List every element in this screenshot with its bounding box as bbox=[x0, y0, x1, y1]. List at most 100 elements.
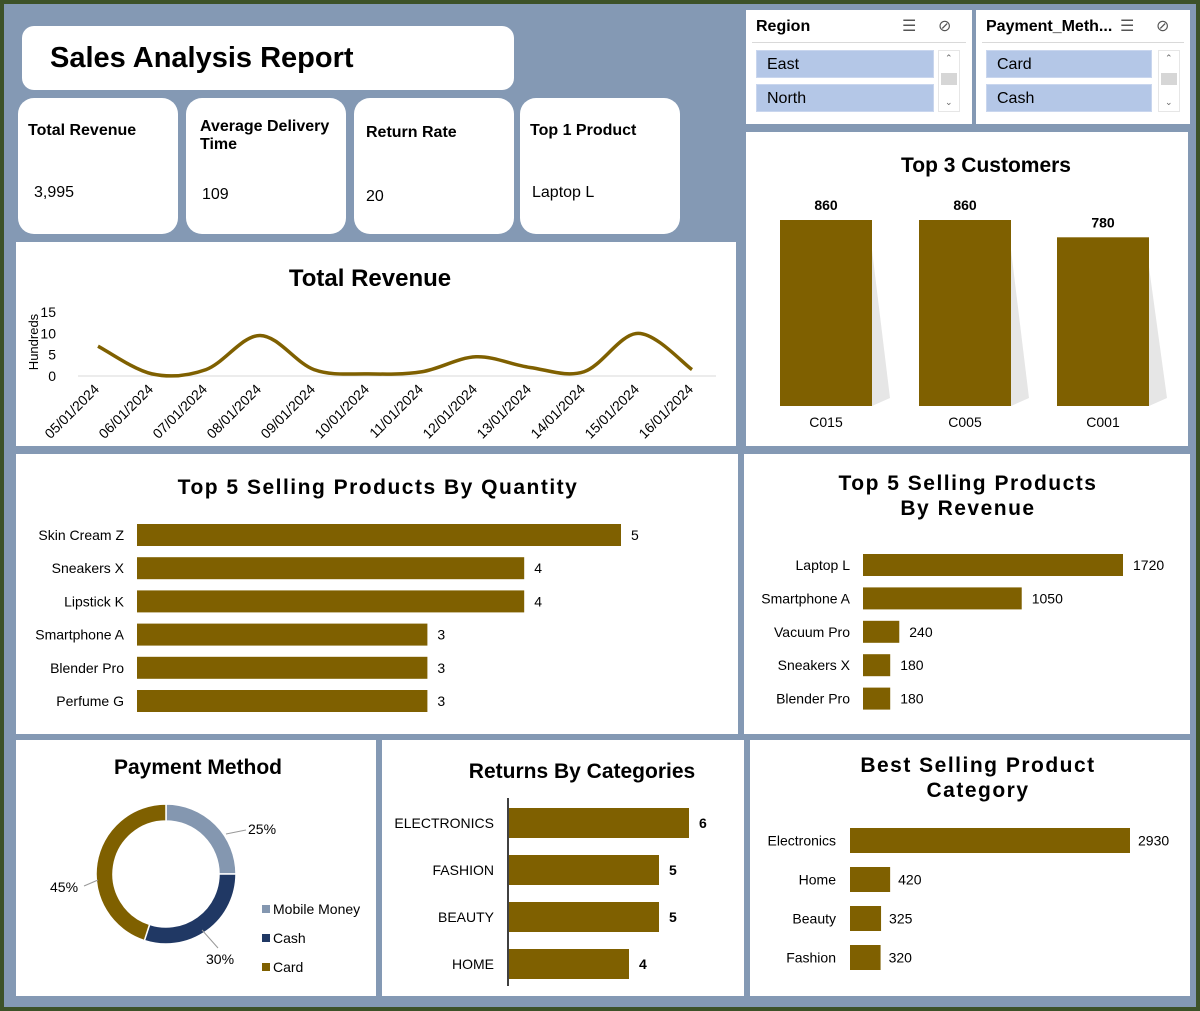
slicer-item-card[interactable]: Card bbox=[986, 50, 1152, 78]
bar bbox=[850, 828, 1130, 853]
data-label: 3 bbox=[437, 627, 445, 643]
data-label: 240 bbox=[909, 624, 933, 640]
slicer-header: Region bbox=[756, 18, 811, 35]
slicer-scrollbar[interactable]: ⌃ ⌄ bbox=[938, 50, 960, 112]
category-label: Blender Pro bbox=[50, 660, 124, 676]
data-label: 1050 bbox=[1032, 590, 1063, 606]
data-label: 30% bbox=[206, 951, 234, 967]
category-label: Laptop L bbox=[796, 557, 851, 573]
slicer-item-north[interactable]: North bbox=[756, 84, 934, 112]
data-label: 5 bbox=[669, 862, 677, 878]
kpi-value: 20 bbox=[366, 188, 384, 205]
payment-method-chart-panel: Payment Method 25% 30% 45% Mobile Money Cash C… bbox=[16, 740, 376, 996]
kpi-label: Average Delivery Time bbox=[200, 118, 330, 153]
data-label: 860 bbox=[953, 197, 977, 213]
x-tick-label: 08/01/2024 bbox=[203, 381, 264, 442]
clear-filter-icon[interactable]: ⊘ bbox=[938, 18, 952, 35]
total-revenue-chart-panel: Total Revenue 0 5 10 15 Hundreds 05/01/2024 06/… bbox=[16, 242, 736, 446]
scroll-thumb[interactable] bbox=[1161, 73, 1177, 85]
bar-shadow bbox=[1149, 267, 1167, 406]
category-label: Sneakers X bbox=[52, 560, 125, 576]
kpi-card-average-delivery-time: Average Delivery Time 109 bbox=[186, 98, 346, 234]
bar bbox=[137, 590, 525, 613]
chart-title: Top 5 Selling Products By Quantity bbox=[178, 476, 579, 499]
bar-shadow bbox=[1011, 250, 1029, 406]
slicer-item-east[interactable]: East bbox=[756, 50, 934, 78]
chart-title: Top 5 Selling Products By Revenue bbox=[839, 472, 1098, 520]
y-axis-label: Hundreds bbox=[26, 313, 41, 370]
data-label: 420 bbox=[898, 872, 922, 888]
multi-select-icon[interactable]: ☰ bbox=[902, 18, 917, 35]
kpi-card-top-product: Top 1 Product Laptop L bbox=[520, 98, 680, 234]
bar bbox=[863, 687, 891, 710]
category-label: Sneakers X bbox=[778, 657, 851, 673]
returns-by-categories-chart-panel: Returns By Categories ELECTRONICS 6 FASHION… bbox=[382, 740, 744, 996]
category-label: Perfume G bbox=[56, 693, 124, 709]
x-tick-label: 14/01/2024 bbox=[527, 381, 588, 442]
top-5-quantity-chart-panel: Top 5 Selling Products By Quantity Skin C… bbox=[16, 454, 738, 734]
x-tick-label: 06/01/2024 bbox=[95, 381, 156, 442]
category-label: Home bbox=[799, 872, 837, 888]
region-slicer: Region ☰ ⊘ East North ⌃ ⌄ bbox=[746, 10, 972, 124]
scroll-down-icon[interactable]: ⌄ bbox=[945, 97, 953, 107]
leader-line bbox=[83, 879, 99, 887]
top-5-revenue-bar-chart: Top 5 Selling Products By Revenue Laptop L… bbox=[761, 472, 1164, 710]
bar bbox=[137, 557, 525, 580]
category-label: Lipstick K bbox=[64, 593, 125, 609]
kpi-value: Laptop L bbox=[532, 184, 595, 201]
y-tick-label: 15 bbox=[40, 304, 56, 320]
chart-title: Total Revenue bbox=[289, 265, 451, 292]
category-label: Electronics bbox=[768, 833, 836, 849]
best-selling-category-chart-panel: Best Selling Product Category Electronics 2… bbox=[750, 740, 1190, 996]
x-tick-label: 09/01/2024 bbox=[257, 381, 318, 442]
kpi-label: Top 1 Product bbox=[530, 122, 637, 139]
total-revenue-line-chart: Total Revenue 0 5 10 15Hundreds05/01/202406/… bbox=[26, 265, 716, 442]
kpi-label: Total Revenue bbox=[28, 122, 137, 139]
revenue-line bbox=[97, 331, 694, 378]
dashboard: Sales Analysis Report Total Revenue 3,99… bbox=[4, 4, 1196, 1007]
bar-shadow bbox=[872, 250, 890, 406]
data-label: 3 bbox=[437, 660, 445, 676]
slicer-item-cash[interactable]: Cash bbox=[986, 84, 1152, 112]
x-tick-label: 11/01/2024 bbox=[366, 381, 426, 441]
chart-title: Payment Method bbox=[114, 756, 282, 779]
scroll-up-icon[interactable]: ⌃ bbox=[1165, 53, 1173, 63]
best-selling-category-bar-chart: Best Selling Product Category Electronics 2… bbox=[768, 754, 1169, 970]
bar bbox=[1057, 237, 1149, 406]
bar bbox=[137, 656, 428, 679]
scroll-up-icon[interactable]: ⌃ bbox=[945, 53, 953, 63]
chart-title: Returns By Categories bbox=[469, 760, 695, 783]
bar bbox=[509, 855, 659, 885]
x-tick-label: 15/01/2024 bbox=[581, 381, 642, 442]
y-tick-label: 0 bbox=[48, 368, 56, 384]
category-label: Smartphone A bbox=[35, 627, 124, 643]
x-tick-label: 05/01/2024 bbox=[41, 381, 102, 442]
data-label: 3 bbox=[437, 693, 445, 709]
slicer-scrollbar[interactable]: ⌃ ⌄ bbox=[1158, 50, 1180, 112]
category-label: C005 bbox=[948, 414, 982, 430]
data-label: 5 bbox=[631, 527, 639, 543]
clear-filter-icon[interactable]: ⊘ bbox=[1156, 18, 1170, 35]
kpi-label: Return Rate bbox=[366, 124, 457, 141]
x-tick-label: 10/01/2024 bbox=[311, 381, 372, 442]
bar bbox=[863, 587, 1022, 610]
top-5-revenue-chart-panel: Top 5 Selling Products By Revenue Laptop L… bbox=[744, 454, 1190, 734]
kpi-card-total-revenue: Total Revenue 3,995 bbox=[18, 98, 178, 234]
y-tick-label: 10 bbox=[40, 325, 56, 341]
data-label: 325 bbox=[889, 911, 913, 927]
multi-select-icon[interactable]: ☰ bbox=[1120, 18, 1135, 35]
category-label: C001 bbox=[1086, 414, 1120, 430]
y-tick-label: 5 bbox=[48, 347, 56, 363]
scroll-thumb[interactable] bbox=[941, 73, 957, 85]
legend-swatch bbox=[262, 905, 270, 913]
x-tick-label: 13/01/2024 bbox=[473, 381, 534, 442]
chart-title: Top 3 Customers bbox=[901, 154, 1071, 177]
data-label: 860 bbox=[814, 197, 838, 213]
scroll-down-icon[interactable]: ⌄ bbox=[1165, 97, 1173, 107]
category-label: Blender Pro bbox=[776, 691, 850, 707]
legend-label: Cash bbox=[273, 930, 306, 946]
donut-slice bbox=[165, 803, 237, 875]
category-label: Smartphone A bbox=[761, 590, 850, 606]
data-label: 6 bbox=[699, 815, 707, 831]
data-label: 4 bbox=[534, 593, 542, 609]
